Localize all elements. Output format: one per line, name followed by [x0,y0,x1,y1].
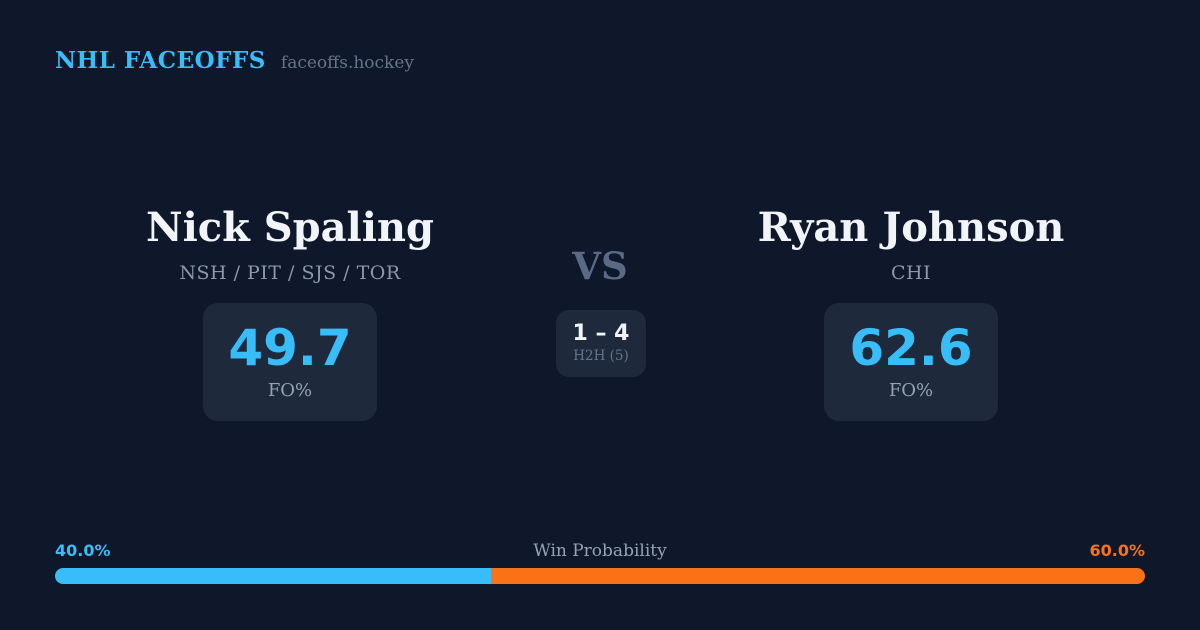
player-right-stat-card: 62.6 FO% [824,303,998,421]
h2h-card: 1 – 4 H2H (5) [556,310,646,377]
player-left-fo-label: FO% [267,380,313,401]
win-probability-bar-right-segment [491,568,1145,584]
player-right-fo-label: FO% [888,380,934,401]
player-left-fo-value: 49.7 [228,319,352,377]
player-left-stat-card: 49.7 FO% [203,303,377,421]
vs-label: VS [572,244,628,288]
win-probability-bar [55,568,1145,584]
player-right-teams: CHI [890,262,932,284]
win-probability-left-label: 40.0% [55,541,111,560]
win-probability-title: Win Probability [533,541,667,561]
h2h-score: 1 – 4 [572,321,630,346]
header: NHL FACEOFFS faceoffs.hockey [55,47,414,74]
player-right-fo-value: 62.6 [849,319,973,377]
site-url: faceoffs.hockey [280,53,415,73]
player-left-teams: NSH / PIT / SJS / TOR [179,262,401,284]
win-probability-right-label: 60.0% [1089,541,1145,560]
brand-logo: NHL FACEOFFS [55,47,266,74]
player-right-name: Ryan Johnson [757,204,1065,251]
player-left-name: Nick Spaling [146,204,434,251]
win-probability-bar-left-segment [55,568,491,584]
h2h-label: H2H (5) [573,348,629,364]
